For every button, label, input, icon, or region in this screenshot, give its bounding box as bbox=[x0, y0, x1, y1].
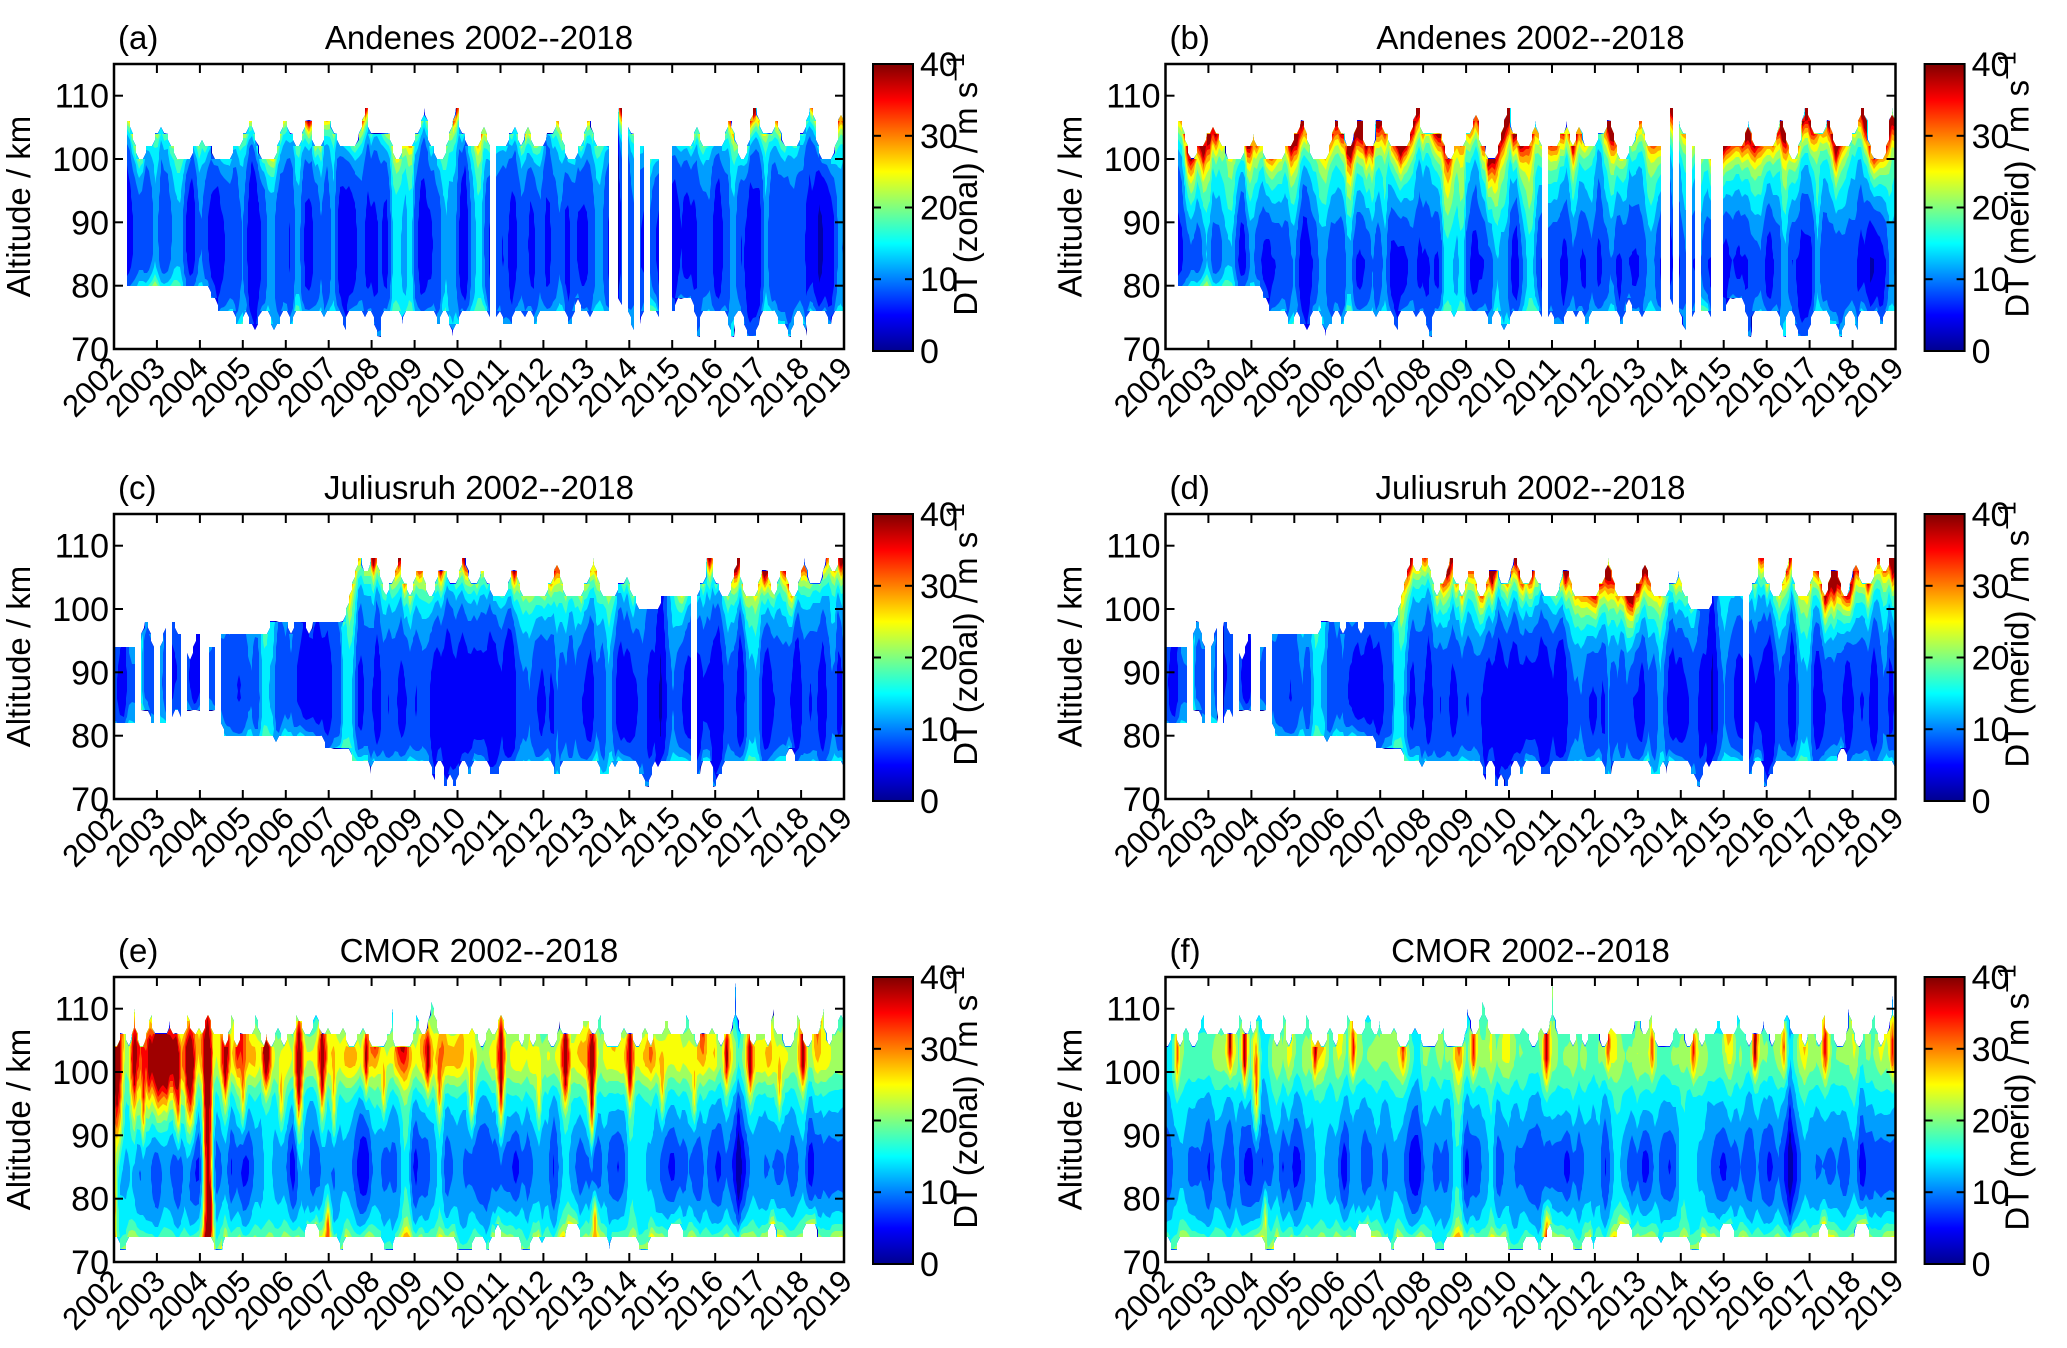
svg-text:100: 100 bbox=[1104, 141, 1161, 179]
svg-text:Altitude / km: Altitude / km bbox=[1052, 1029, 1089, 1211]
svg-text:10: 10 bbox=[920, 711, 958, 749]
svg-text:40: 40 bbox=[1972, 46, 2010, 84]
svg-text:Andenes 2002--2018: Andenes 2002--2018 bbox=[1376, 19, 1684, 56]
svg-text:0: 0 bbox=[1972, 783, 1991, 821]
svg-text:100: 100 bbox=[52, 141, 109, 179]
svg-text:(a): (a) bbox=[118, 19, 158, 56]
svg-text:80: 80 bbox=[1123, 268, 1161, 306]
svg-text:40: 40 bbox=[1972, 496, 2010, 534]
svg-text:90: 90 bbox=[71, 204, 109, 242]
svg-text:DT (zonal) / m s−1: DT (zonal) / m s−1 bbox=[942, 53, 984, 316]
svg-text:110: 110 bbox=[1106, 78, 1160, 116]
svg-text:(c): (c) bbox=[118, 469, 156, 506]
svg-text:Juliusruh 2002--2018: Juliusruh 2002--2018 bbox=[324, 469, 634, 506]
svg-text:90: 90 bbox=[71, 654, 109, 692]
svg-text:90: 90 bbox=[1123, 1117, 1161, 1155]
svg-text:10: 10 bbox=[1972, 1174, 2010, 1212]
svg-text:(f): (f) bbox=[1170, 932, 1201, 969]
svg-text:30: 30 bbox=[1972, 118, 2010, 156]
svg-text:40: 40 bbox=[920, 959, 958, 997]
svg-text:20: 20 bbox=[1972, 1103, 2010, 1141]
svg-text:30: 30 bbox=[1972, 568, 2010, 606]
svg-text:30: 30 bbox=[1972, 1031, 2010, 1069]
svg-text:0: 0 bbox=[920, 1246, 939, 1284]
svg-text:DT (zonal) / m s−1: DT (zonal) / m s−1 bbox=[942, 966, 984, 1229]
svg-text:100: 100 bbox=[1104, 1054, 1161, 1092]
svg-text:0: 0 bbox=[1972, 333, 1991, 371]
svg-text:100: 100 bbox=[52, 591, 109, 629]
svg-text:CMOR 2002--2018: CMOR 2002--2018 bbox=[1391, 932, 1670, 969]
svg-text:Altitude / km: Altitude / km bbox=[0, 116, 37, 298]
svg-text:70: 70 bbox=[71, 781, 109, 819]
svg-text:0: 0 bbox=[1972, 1246, 1991, 1284]
svg-text:0: 0 bbox=[920, 333, 939, 371]
svg-text:20: 20 bbox=[1972, 640, 2010, 678]
svg-text:70: 70 bbox=[71, 1244, 109, 1282]
svg-text:DT (zonal) / m s−1: DT (zonal) / m s−1 bbox=[942, 503, 984, 766]
svg-text:70: 70 bbox=[1123, 1244, 1161, 1282]
svg-text:70: 70 bbox=[1123, 781, 1161, 819]
svg-text:Altitude / km: Altitude / km bbox=[1052, 566, 1089, 748]
svg-text:90: 90 bbox=[1123, 654, 1161, 692]
svg-text:DT (merid) / m s−1: DT (merid) / m s−1 bbox=[1994, 501, 2036, 767]
svg-text:80: 80 bbox=[71, 1181, 109, 1219]
svg-text:20: 20 bbox=[1972, 190, 2010, 228]
svg-text:Altitude / km: Altitude / km bbox=[1052, 116, 1089, 298]
svg-text:Andenes 2002--2018: Andenes 2002--2018 bbox=[325, 19, 633, 56]
svg-text:70: 70 bbox=[71, 331, 109, 369]
svg-text:30: 30 bbox=[920, 1031, 958, 1069]
svg-text:30: 30 bbox=[920, 118, 958, 156]
svg-text:0: 0 bbox=[920, 783, 939, 821]
svg-text:70: 70 bbox=[1123, 331, 1161, 369]
svg-text:40: 40 bbox=[920, 46, 958, 84]
svg-text:110: 110 bbox=[55, 528, 109, 566]
svg-text:110: 110 bbox=[55, 78, 109, 116]
svg-text:20: 20 bbox=[920, 1103, 958, 1141]
svg-text:Altitude / km: Altitude / km bbox=[0, 1029, 37, 1211]
svg-text:110: 110 bbox=[1106, 991, 1160, 1029]
svg-text:10: 10 bbox=[920, 1174, 958, 1212]
svg-text:110: 110 bbox=[55, 991, 109, 1029]
svg-text:DT (merid) / m s−1: DT (merid) / m s−1 bbox=[1994, 964, 2036, 1230]
svg-text:80: 80 bbox=[1123, 1181, 1161, 1219]
svg-text:10: 10 bbox=[1972, 711, 2010, 749]
svg-text:(d): (d) bbox=[1170, 469, 1210, 506]
svg-text:80: 80 bbox=[71, 268, 109, 306]
svg-text:10: 10 bbox=[920, 261, 958, 299]
svg-text:(e): (e) bbox=[118, 932, 158, 969]
svg-text:40: 40 bbox=[1972, 959, 2010, 997]
svg-text:100: 100 bbox=[1104, 591, 1161, 629]
svg-text:(b): (b) bbox=[1170, 19, 1210, 56]
svg-text:90: 90 bbox=[1123, 204, 1161, 242]
svg-text:20: 20 bbox=[920, 190, 958, 228]
svg-text:80: 80 bbox=[71, 718, 109, 756]
svg-text:80: 80 bbox=[1123, 718, 1161, 756]
svg-text:CMOR 2002--2018: CMOR 2002--2018 bbox=[340, 932, 619, 969]
svg-text:110: 110 bbox=[1106, 528, 1160, 566]
svg-text:90: 90 bbox=[71, 1117, 109, 1155]
svg-text:DT (merid) / m s−1: DT (merid) / m s−1 bbox=[1994, 51, 2036, 317]
svg-text:30: 30 bbox=[920, 568, 958, 606]
svg-text:100: 100 bbox=[52, 1054, 109, 1092]
svg-text:Juliusruh 2002--2018: Juliusruh 2002--2018 bbox=[1375, 469, 1685, 506]
svg-text:10: 10 bbox=[1972, 261, 2010, 299]
svg-text:Altitude / km: Altitude / km bbox=[0, 566, 37, 748]
svg-text:20: 20 bbox=[920, 640, 958, 678]
svg-text:40: 40 bbox=[920, 496, 958, 534]
